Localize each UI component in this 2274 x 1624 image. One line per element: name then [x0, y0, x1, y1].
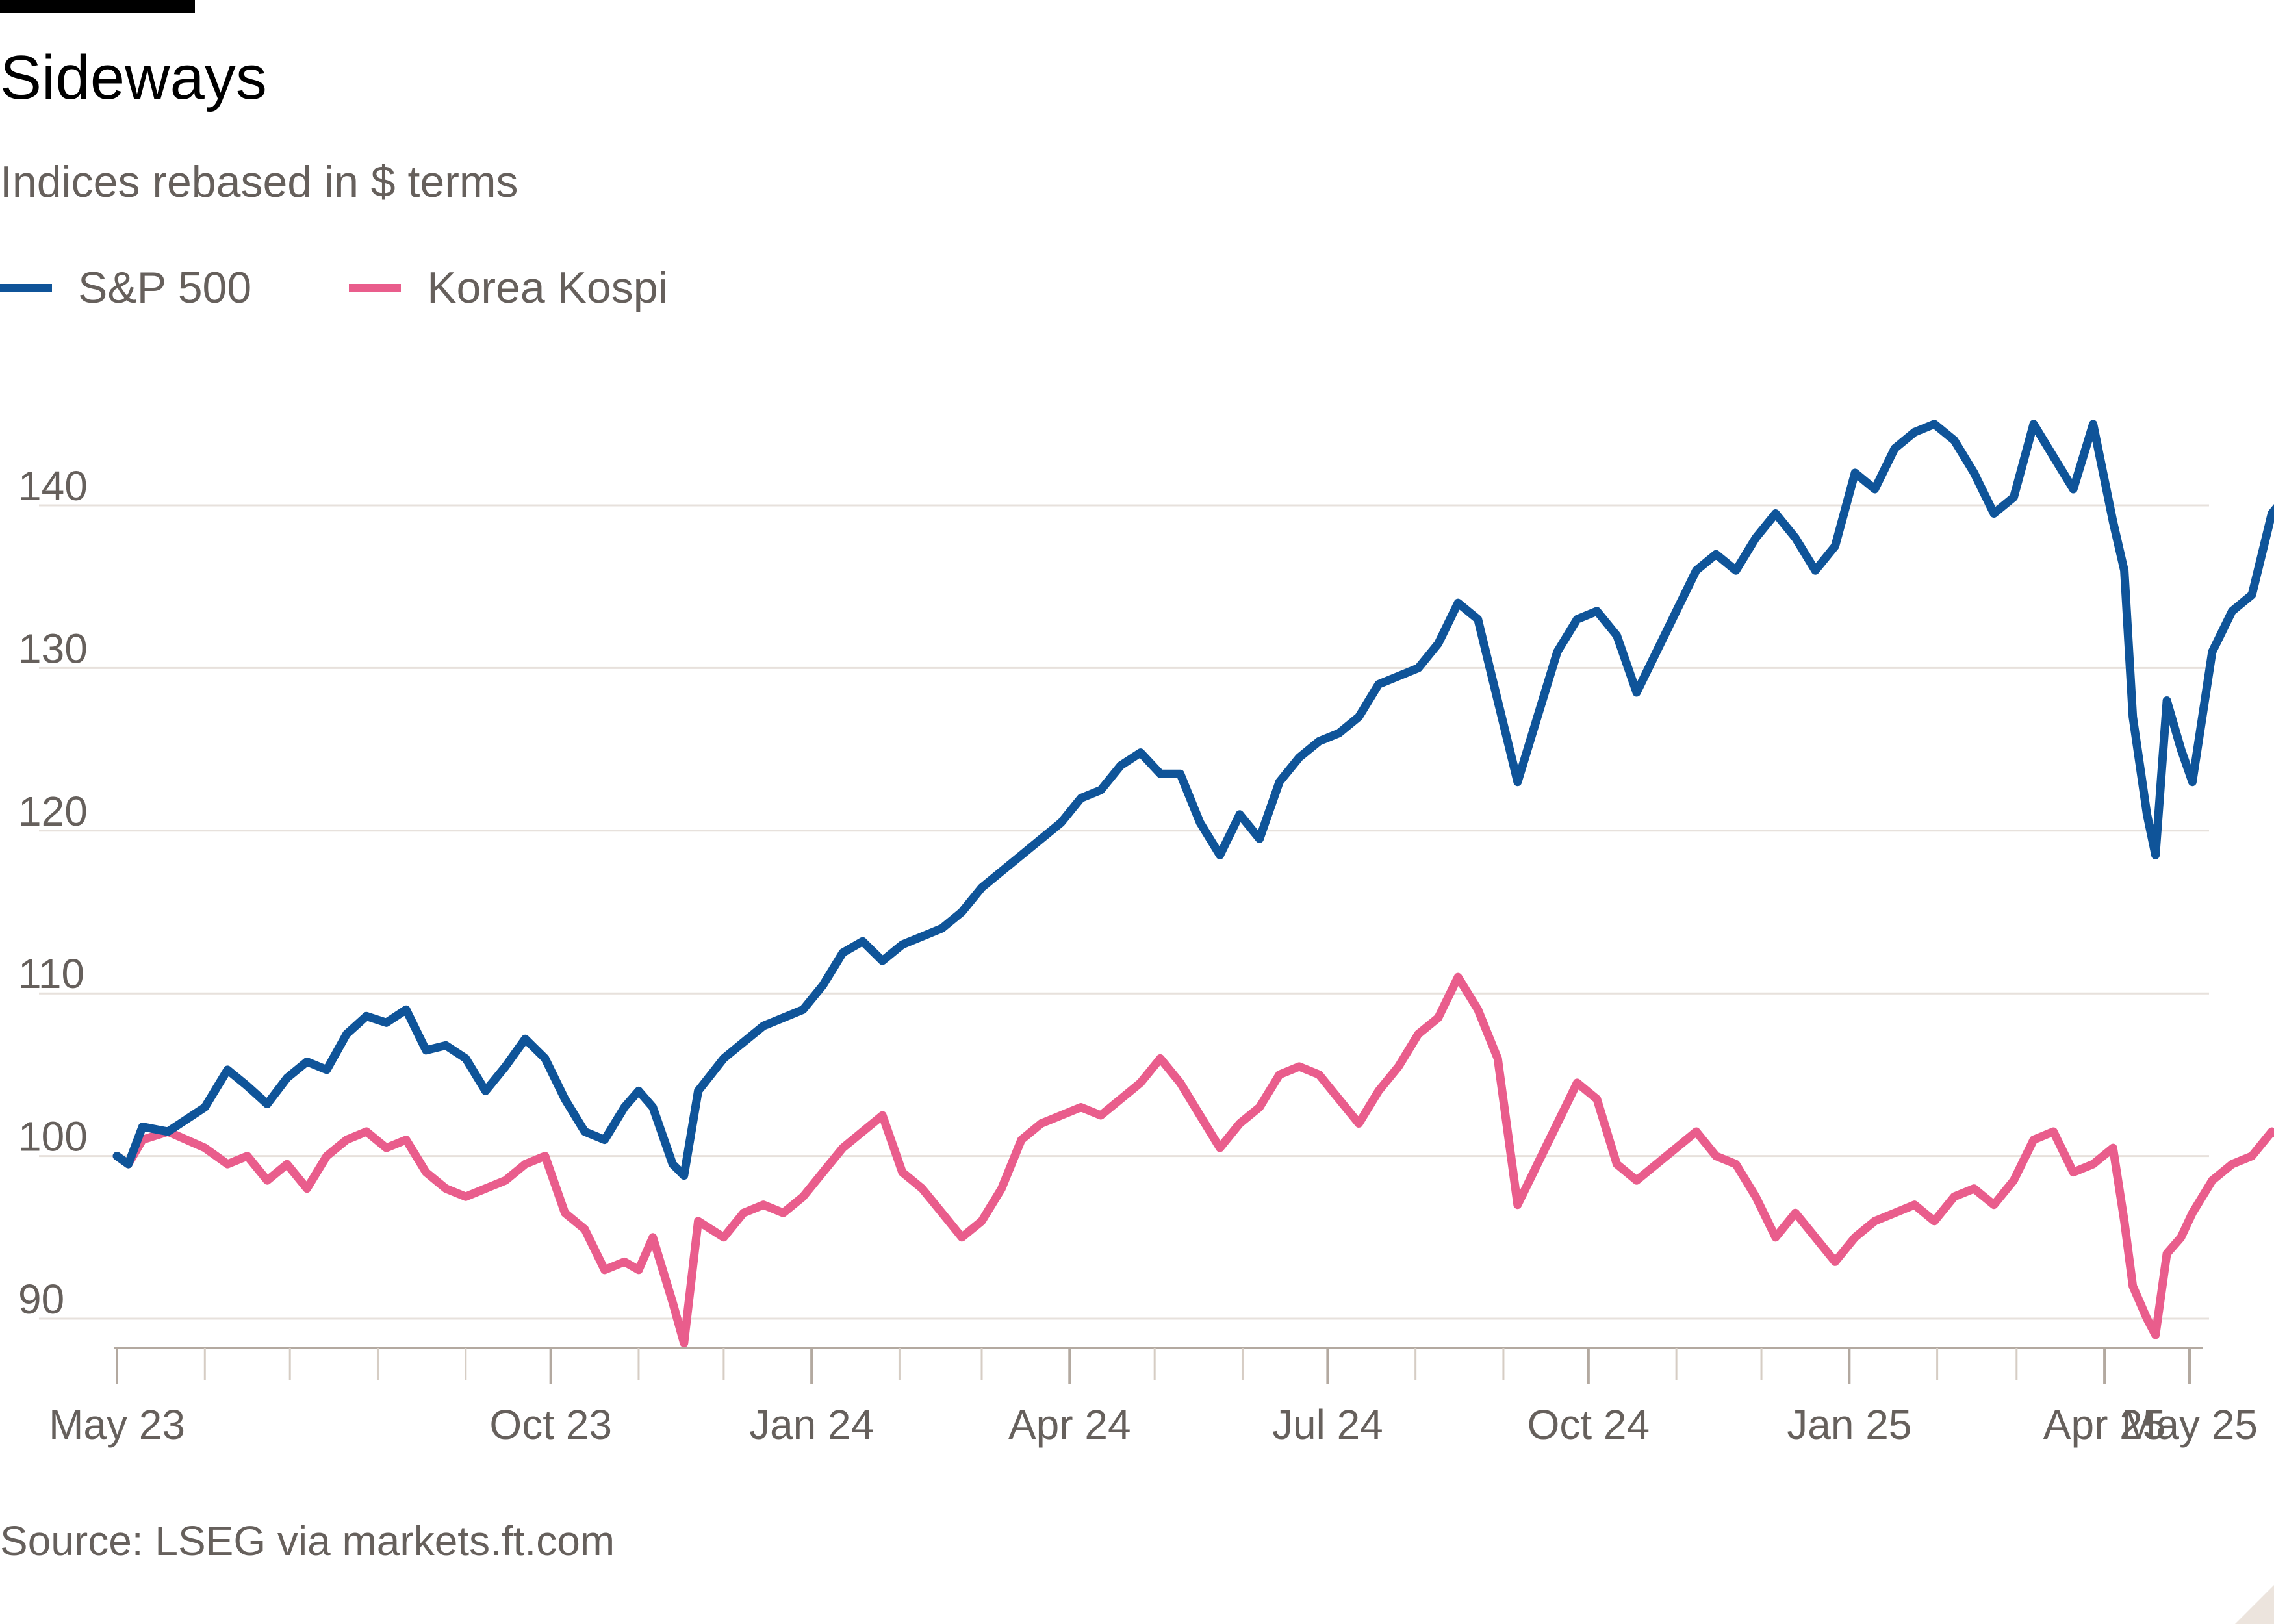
x-tick-label: Apr 25: [2043, 1401, 2166, 1448]
gridlines: [39, 504, 2209, 1320]
series-lines: [112, 420, 2274, 1348]
y-tick-label-90: 90: [18, 1276, 64, 1323]
y-tick-label-100: 100: [18, 1113, 88, 1160]
corner-fold: [2235, 1585, 2274, 1624]
y-tick-label-110: 110: [18, 950, 84, 997]
x-tick-label: May 25: [2121, 1401, 2258, 1448]
x-tick-label: Jul 24: [1272, 1401, 1383, 1448]
y-tick-label-130: 130: [18, 625, 88, 672]
y-tick-label-140: 140: [18, 463, 88, 509]
legend-item-sp500: S&P 500: [0, 262, 251, 313]
x-tick-label: Oct 24: [1527, 1401, 1650, 1448]
source-note: Source: LSEG via markets.ft.com: [0, 1517, 615, 1564]
legend: S&P 500 Korea Kospi: [0, 259, 765, 317]
legend-label-sp500: S&P 500: [78, 263, 252, 312]
legend-label-kospi: Korea Kospi: [427, 263, 668, 312]
legend-swatch-kospi: [349, 284, 402, 292]
legend-swatch-sp500: [0, 284, 52, 292]
x-tick-label: May 23: [49, 1401, 185, 1448]
header-rule: [0, 0, 195, 13]
x-tick-label: Apr 24: [1008, 1401, 1131, 1448]
chart-title: Sideways: [0, 43, 267, 112]
x-tick-label: Jan 25: [1787, 1401, 1911, 1448]
chart-subtitle: Indices rebased in $ terms: [0, 157, 518, 207]
y-axis: 90 100 110 120 130 140: [18, 463, 88, 1323]
x-axis: May 23 Oct 23 Jan 24 Apr 24 Jul 24 Oct 24 Jan …: [49, 1347, 2258, 1448]
y-tick-label-120: 120: [18, 788, 88, 835]
series-line-kospi: [112, 972, 2274, 1348]
x-tick-label: Oct 23: [489, 1401, 612, 1448]
series-line-sp500: [112, 420, 2274, 1180]
x-tick-label: Jan 24: [749, 1401, 874, 1448]
legend-item-kospi: Korea Kospi: [349, 262, 668, 313]
